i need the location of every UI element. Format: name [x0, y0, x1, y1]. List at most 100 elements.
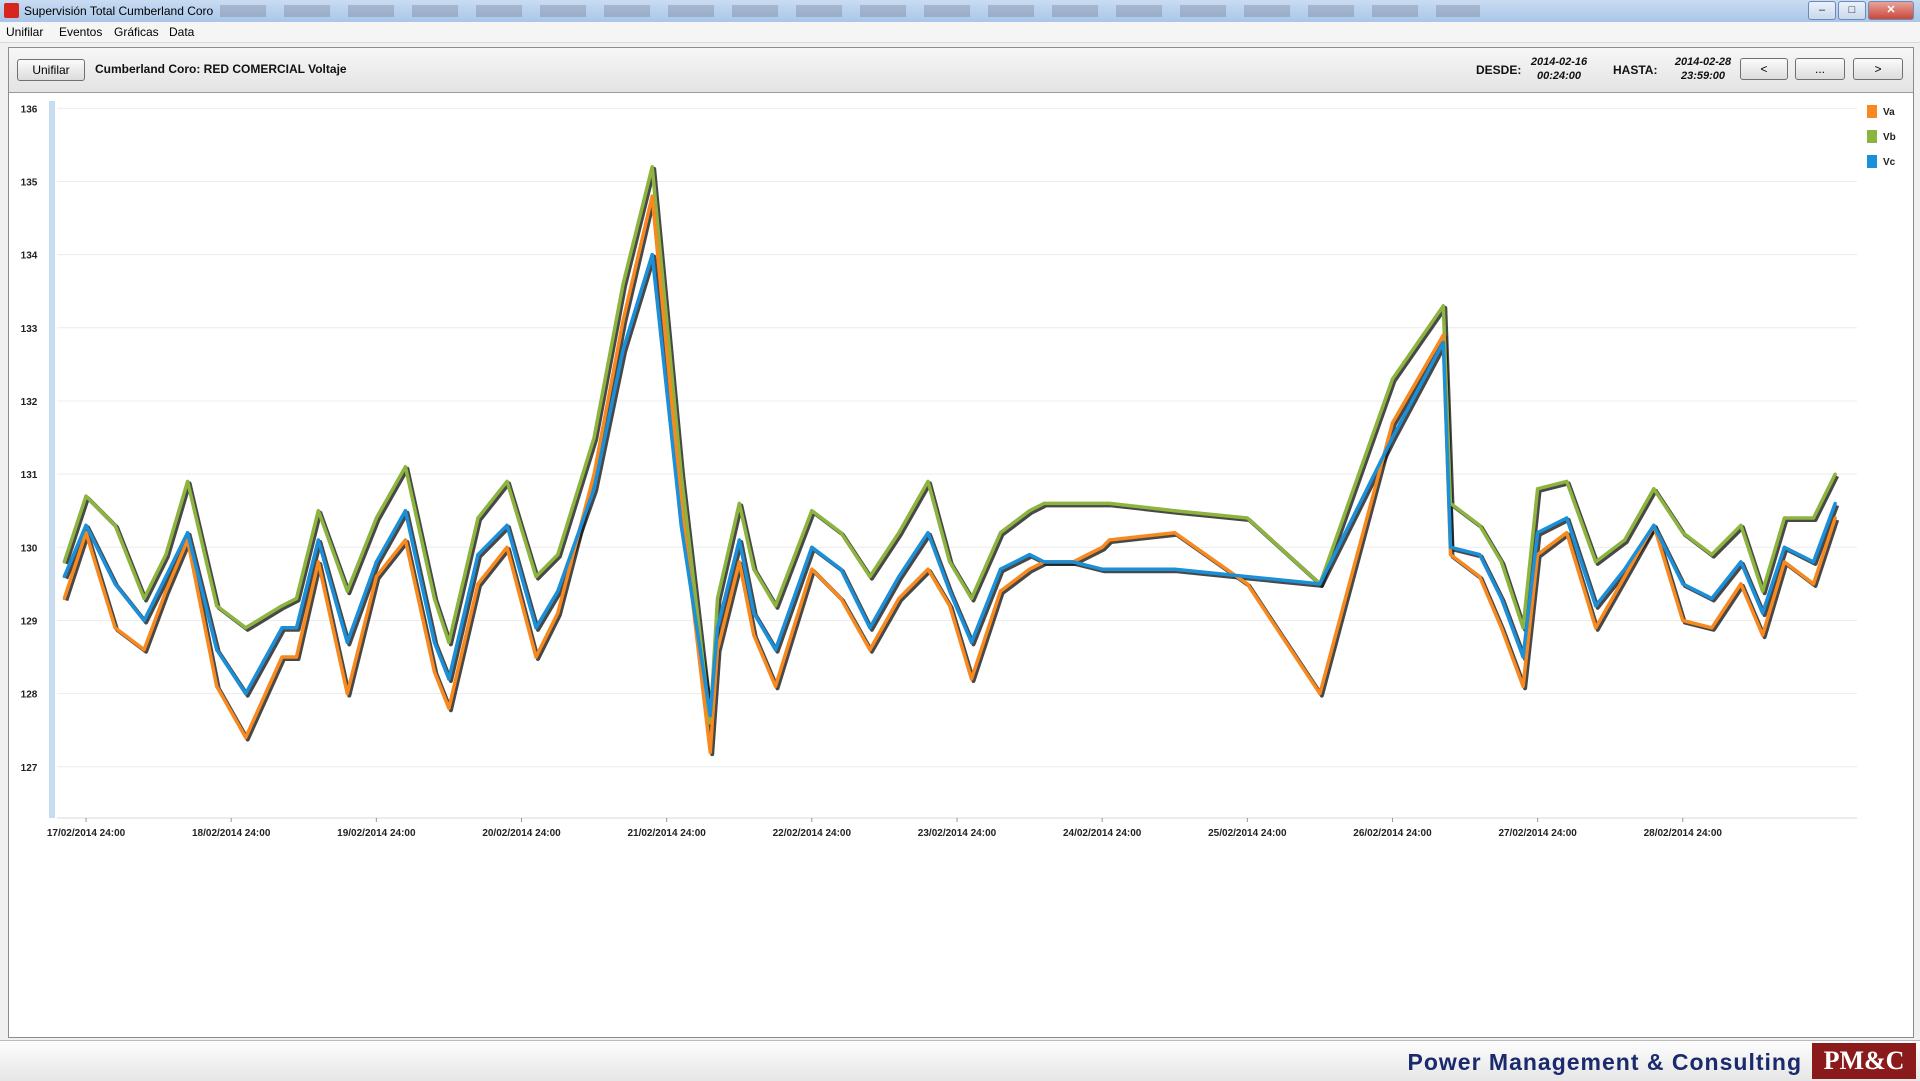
menu-graficas[interactable]: Gráficas: [114, 25, 159, 39]
data-point-vb: [1027, 509, 1032, 513]
data-point-vc: [556, 589, 560, 593]
data-point-va: [62, 596, 66, 601]
data-point-vb: [1071, 501, 1075, 505]
menu-eventos[interactable]: Eventos: [59, 25, 103, 39]
next-period-button[interactable]: >: [1853, 58, 1903, 80]
hasta-time: 23:59:00: [1680, 70, 1726, 82]
x-tick-label: 26/02/2014 24:00: [1353, 828, 1432, 839]
data-point-vb: [737, 501, 741, 505]
x-tick-label: 27/02/2014 24:00: [1498, 828, 1577, 839]
legend-label-vc: Vc: [1883, 157, 1896, 168]
y-tick-label: 136: [21, 104, 38, 115]
x-tick-label: 25/02/2014 24:00: [1208, 828, 1287, 839]
data-point-vb: [926, 479, 930, 484]
close-button[interactable]: ✕: [1868, 1, 1914, 20]
data-point-va: [1681, 618, 1685, 623]
legend-label-va: Va: [1883, 107, 1895, 118]
data-point-vc: [142, 618, 146, 623]
data-point-va: [316, 560, 320, 564]
data-point-vb: [1833, 472, 1837, 476]
data-point-vb: [839, 531, 843, 535]
x-tick-label: 21/02/2014 24:00: [627, 828, 706, 839]
data-point-vc: [215, 648, 219, 652]
data-point-va: [1710, 626, 1714, 630]
data-point-vc: [1521, 655, 1525, 659]
data-point-vc: [1071, 560, 1075, 564]
hasta-datetime[interactable]: 2014-02-28 23:59:00: [1663, 55, 1743, 83]
menu-data[interactable]: Data: [169, 25, 195, 39]
app-icon: [4, 3, 19, 18]
desde-date: 2014-02-16: [1530, 56, 1588, 68]
data-point-vc: [897, 574, 901, 579]
data-point-vc: [1782, 545, 1787, 549]
unifilar-button[interactable]: Unifilar: [17, 59, 85, 81]
data-point-va: [752, 633, 756, 637]
data-point-vb: [142, 596, 146, 601]
data-point-vb: [447, 640, 451, 645]
data-point-va: [1761, 633, 1765, 637]
series-shadow-va: [64, 196, 1840, 757]
desde-label: DESDE:: [1476, 63, 1522, 77]
data-point-va: [142, 648, 146, 652]
data-point-va: [345, 692, 349, 696]
data-point-vb: [1173, 509, 1177, 513]
data-point-vc: [737, 538, 741, 542]
menu-unifilar[interactable]: Unifilar: [6, 25, 44, 39]
data-point-va: [592, 472, 596, 476]
date-range-button[interactable]: ...: [1795, 58, 1845, 80]
data-point-vb: [186, 479, 190, 484]
data-point-vb: [556, 553, 560, 557]
data-point-vc: [1100, 567, 1104, 571]
data-point-vb: [1390, 377, 1395, 381]
data-point-vb: [715, 596, 720, 601]
x-tick-label: 17/02/2014 24:00: [47, 828, 126, 839]
data-point-va: [280, 655, 284, 659]
data-point-va: [403, 538, 407, 542]
x-tick-label: 24/02/2014 24:00: [1063, 828, 1142, 839]
window-controls: – □ ✕: [1808, 1, 1914, 20]
x-tick-label: 28/02/2014 24:00: [1644, 828, 1723, 839]
data-point-vc: [708, 713, 712, 718]
desde-time: 00:24:00: [1536, 70, 1582, 82]
data-point-vc: [998, 567, 1003, 571]
data-point-vc: [1173, 567, 1177, 571]
data-point-va: [948, 604, 952, 608]
data-point-vc: [186, 531, 190, 535]
data-point-vc: [592, 487, 596, 491]
data-point-vb: [1499, 560, 1503, 564]
data-point-vb: [432, 596, 437, 601]
data-point-va: [1173, 531, 1177, 535]
data-point-vc: [839, 567, 843, 571]
data-point-va: [1441, 333, 1445, 337]
data-point-va: [650, 194, 654, 198]
data-point-vb: [1594, 560, 1598, 564]
data-point-va: [447, 706, 451, 710]
data-point-vb: [1100, 501, 1104, 505]
data-point-va: [244, 735, 248, 740]
data-point-va: [708, 750, 712, 754]
data-point-vb: [897, 531, 901, 535]
data-point-vc: [1318, 582, 1322, 586]
legend-swatch-va: [1867, 105, 1877, 118]
data-point-vc: [1565, 516, 1569, 520]
maximize-button[interactable]: □: [1838, 1, 1866, 20]
data-point-vb: [374, 516, 378, 520]
data-point-vb: [1245, 516, 1249, 520]
minimize-button[interactable]: –: [1808, 1, 1836, 20]
data-point-vc: [1652, 523, 1656, 527]
data-point-vc: [374, 560, 378, 564]
x-tick-label: 20/02/2014 24:00: [482, 828, 561, 839]
data-point-vc: [403, 509, 407, 513]
data-point-vc: [1477, 553, 1482, 557]
previous-period-button[interactable]: <: [1740, 58, 1788, 80]
window-title: Supervisión Total Cumberland Coro: [24, 4, 214, 18]
desde-datetime[interactable]: 2014-02-16 00:24:00: [1519, 55, 1599, 83]
data-point-vc: [969, 640, 974, 645]
pmc-logo: PM&C: [1812, 1043, 1916, 1079]
data-point-vb: [345, 589, 349, 593]
y-tick-label: 130: [21, 543, 38, 554]
hasta-date: 2014-02-28: [1674, 56, 1732, 68]
data-point-va: [432, 670, 437, 674]
y-tick-label: 129: [21, 616, 38, 627]
data-point-vc: [1042, 560, 1046, 564]
